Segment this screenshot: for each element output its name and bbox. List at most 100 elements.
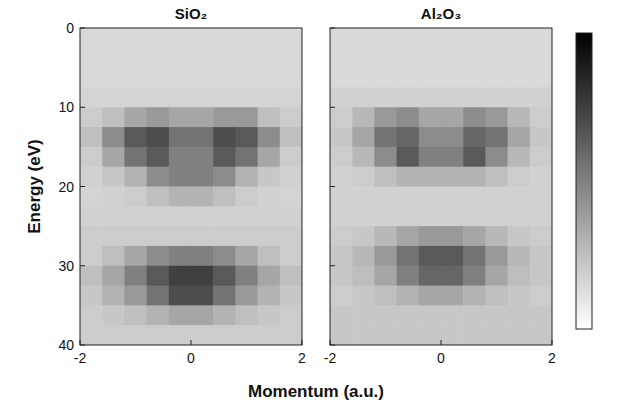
colorbar bbox=[576, 33, 592, 329]
heatmap-cell bbox=[330, 325, 353, 345]
heatmap-cell bbox=[258, 226, 281, 246]
heatmap-cell bbox=[397, 246, 420, 266]
heatmap-cell bbox=[213, 167, 236, 187]
heatmap-cell bbox=[397, 147, 420, 167]
heatmap-cell bbox=[102, 127, 125, 147]
heatmap-cell bbox=[147, 226, 170, 246]
heatmap-cell bbox=[213, 187, 236, 207]
y-tick bbox=[80, 186, 85, 187]
heatmap-cell bbox=[147, 266, 170, 286]
heatmap-cell bbox=[169, 28, 192, 48]
heatmap-cell bbox=[485, 305, 508, 325]
heatmap-cell bbox=[530, 28, 552, 48]
heatmap-cell bbox=[530, 107, 552, 127]
heatmap-cell bbox=[80, 48, 103, 68]
heatmap-cell bbox=[80, 246, 103, 266]
heatmap-cell bbox=[124, 305, 147, 325]
y-tick-label: 30 bbox=[58, 258, 74, 274]
heatmap-cell bbox=[485, 68, 508, 88]
heatmap-cell bbox=[191, 167, 214, 187]
heatmap-cell bbox=[169, 325, 192, 345]
heatmap-cell bbox=[258, 107, 281, 127]
heatmap-cell bbox=[463, 325, 486, 345]
heatmap-cell bbox=[280, 68, 302, 88]
heatmap-cell bbox=[419, 48, 442, 68]
heatmap-cell bbox=[102, 107, 125, 127]
heatmap-cell bbox=[508, 167, 531, 187]
heatmap-cell bbox=[280, 167, 302, 187]
x-tick bbox=[80, 340, 81, 345]
heatmap-cell bbox=[280, 127, 302, 147]
heatmap-cell bbox=[330, 305, 353, 325]
heatmap-cell bbox=[102, 147, 125, 167]
heatmap-cell bbox=[280, 48, 302, 68]
heatmap-cell bbox=[374, 266, 397, 286]
heatmap-cell bbox=[147, 246, 170, 266]
heatmap-cell bbox=[235, 167, 258, 187]
heatmap-cell bbox=[352, 266, 375, 286]
heatmap-cell bbox=[419, 206, 442, 226]
heatmap-cell bbox=[508, 187, 531, 207]
heatmap-cell bbox=[191, 206, 214, 226]
heatmap-cell bbox=[397, 286, 420, 306]
heatmap-cell bbox=[485, 325, 508, 345]
heatmap-cell bbox=[441, 325, 464, 345]
heatmap-cell bbox=[235, 187, 258, 207]
heatmap-cell bbox=[235, 266, 258, 286]
heatmap-cell bbox=[419, 127, 442, 147]
x-tick bbox=[441, 340, 442, 345]
heatmap-cell bbox=[280, 206, 302, 226]
heatmap-cell bbox=[374, 147, 397, 167]
heatmap-cell bbox=[191, 246, 214, 266]
heatmap-cell bbox=[441, 206, 464, 226]
heatmap-cell bbox=[258, 87, 281, 107]
heatmap-cell bbox=[213, 305, 236, 325]
heatmap-cell bbox=[280, 246, 302, 266]
heatmap-cell bbox=[102, 226, 125, 246]
heatmap-cell bbox=[485, 206, 508, 226]
heatmap-cell bbox=[530, 246, 552, 266]
heatmap-cell bbox=[102, 68, 125, 88]
heatmap-cell bbox=[419, 266, 442, 286]
heatmap-cell bbox=[530, 286, 552, 306]
heatmap-cell bbox=[508, 206, 531, 226]
heatmap-cell bbox=[169, 305, 192, 325]
heatmap-cell bbox=[124, 107, 147, 127]
heatmap-cell bbox=[213, 206, 236, 226]
heatmap-cell bbox=[235, 246, 258, 266]
heatmap-cell bbox=[147, 87, 170, 107]
heatmap-cell bbox=[419, 147, 442, 167]
heatmap-cell bbox=[213, 127, 236, 147]
heatmap-cell bbox=[169, 68, 192, 88]
heatmap-cell bbox=[508, 226, 531, 246]
heatmap-cell bbox=[330, 246, 353, 266]
heatmap-cell bbox=[147, 325, 170, 345]
heatmap-cell bbox=[352, 226, 375, 246]
x-tick-label: 2 bbox=[548, 350, 556, 366]
heatmap-cell bbox=[258, 187, 281, 207]
heatmap-cell bbox=[441, 127, 464, 147]
heatmap-cell bbox=[352, 28, 375, 48]
heatmap-cell bbox=[191, 266, 214, 286]
heatmap-cell bbox=[191, 147, 214, 167]
heatmap-cell bbox=[147, 147, 170, 167]
heatmap-cell bbox=[352, 206, 375, 226]
x-tick-label: 0 bbox=[187, 350, 195, 366]
heatmap-cell bbox=[235, 107, 258, 127]
heatmap-cell bbox=[330, 107, 353, 127]
heatmap-cell bbox=[124, 68, 147, 88]
x-tick bbox=[330, 340, 331, 345]
heatmap-cell bbox=[80, 68, 103, 88]
heatmap-cell bbox=[80, 305, 103, 325]
heatmap-cell bbox=[235, 48, 258, 68]
heatmap-cell bbox=[441, 28, 464, 48]
heatmap-cell bbox=[80, 28, 103, 48]
heatmap-cell bbox=[213, 246, 236, 266]
heatmap-cell bbox=[441, 107, 464, 127]
heatmap-cell bbox=[352, 246, 375, 266]
heatmap-cell bbox=[508, 147, 531, 167]
heatmap-cell bbox=[235, 206, 258, 226]
heatmap-cell bbox=[258, 305, 281, 325]
heatmap-cell bbox=[147, 167, 170, 187]
heatmap-cell bbox=[485, 226, 508, 246]
